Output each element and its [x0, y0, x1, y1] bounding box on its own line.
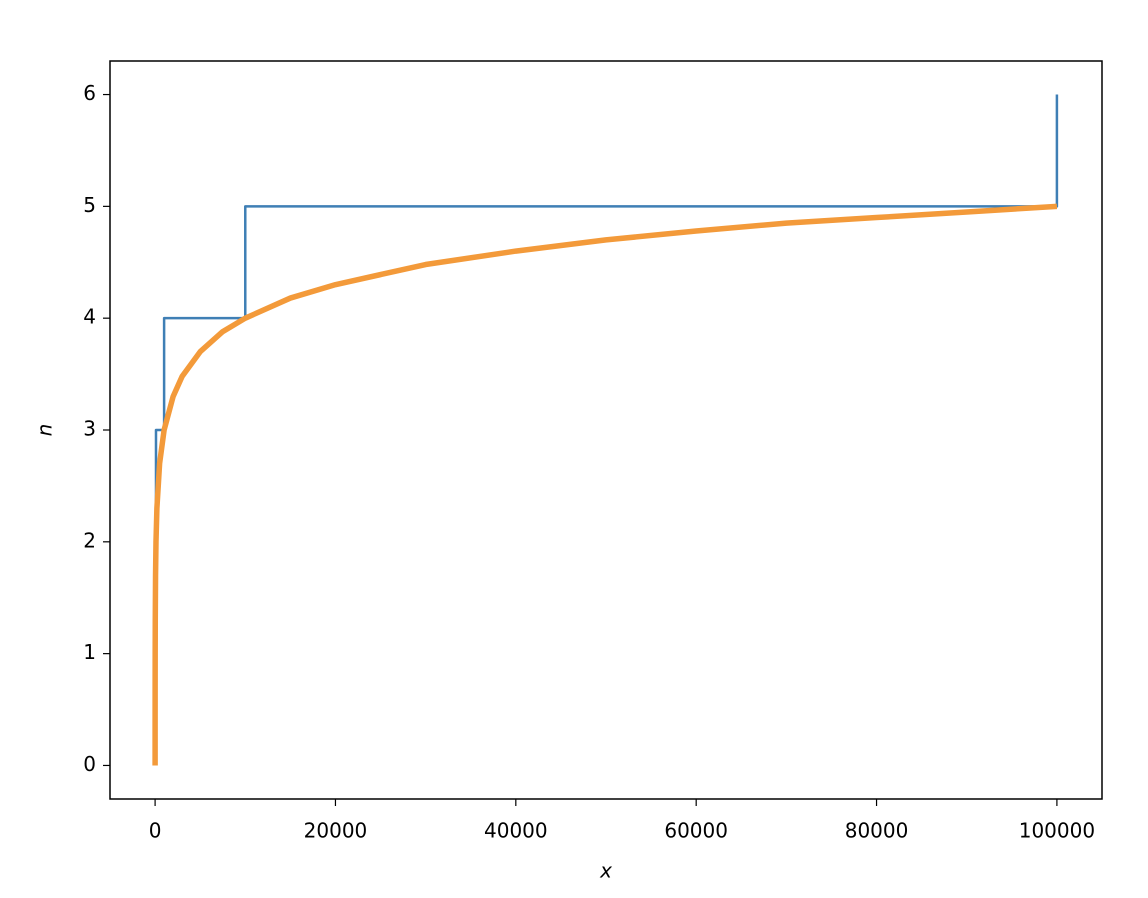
x-tick-label: 40000: [484, 819, 548, 843]
plot-frame: [109, 60, 1103, 800]
y-tick-label: 2: [83, 528, 96, 552]
x-tick-label: 20000: [304, 819, 368, 843]
y-tick-label: 1: [83, 640, 96, 664]
x-tick-label: 80000: [845, 819, 909, 843]
y-tick-label: 4: [83, 305, 96, 329]
y-tick-label: 5: [83, 193, 96, 217]
x-tick-label: 0: [149, 819, 162, 843]
x-tick-label: 100000: [1019, 819, 1095, 843]
y-tick-label: 3: [83, 417, 96, 441]
y-tick-label: 6: [83, 81, 96, 105]
x-axis-label: x: [599, 859, 612, 883]
line-series: [152, 203, 1058, 766]
x-tick-label: 60000: [664, 819, 728, 843]
y-axis-label: n: [33, 424, 57, 437]
y-tick-label: 0: [83, 752, 96, 776]
line-series: [153, 94, 1059, 655]
